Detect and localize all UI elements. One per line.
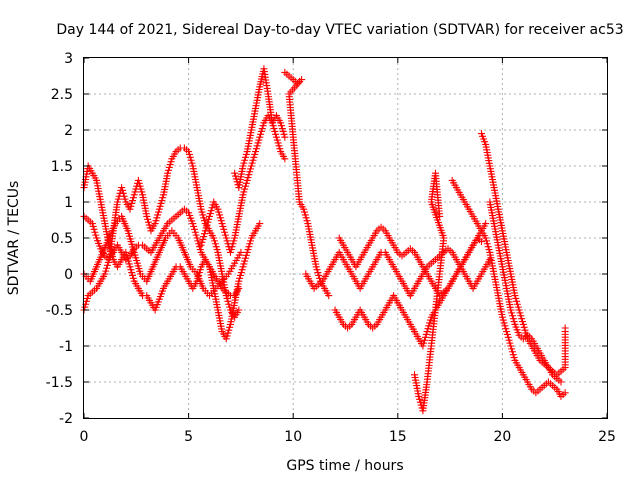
- y-tick-label: 3: [64, 51, 73, 67]
- data-point: [477, 238, 485, 246]
- data-point: [256, 220, 264, 228]
- data-point: [235, 284, 243, 292]
- x-tick-label: 0: [80, 429, 89, 445]
- y-tick-label: -2: [59, 411, 73, 427]
- x-axis-title: GPS time / hours: [286, 458, 403, 474]
- x-tick-label: 10: [284, 429, 302, 445]
- chart-title: Day 144 of 2021, Sidereal Day-to-day VTE…: [56, 22, 623, 38]
- y-tick-label: -1.5: [46, 375, 73, 391]
- plot-frame: [83, 57, 608, 419]
- x-tick-label: 5: [184, 429, 193, 445]
- data-point: [237, 248, 245, 256]
- y-tick-label: 1: [64, 195, 73, 211]
- data-point: [281, 155, 289, 163]
- y-axis-title: SDTVAR / TECUs: [6, 181, 22, 296]
- data-point: [325, 292, 333, 300]
- x-tick-label: 20: [493, 429, 511, 445]
- data-point: [557, 378, 565, 386]
- axis-ticks: 0 5 10 15 20 25 -2 -1.5 -1 -0.5 0 0.5 1 1.5 2 2.5 3: [46, 51, 616, 445]
- x-tick-label: 15: [389, 429, 407, 445]
- data-point: [281, 133, 289, 141]
- y-tick-label: 0.5: [51, 231, 73, 247]
- data-point: [436, 212, 444, 220]
- data-point: [482, 220, 490, 228]
- y-tick-label: 2: [64, 123, 73, 139]
- y-tick-label: -1: [59, 339, 73, 355]
- grid: [84, 58, 607, 418]
- data-point: [561, 389, 569, 397]
- y-tick-label: 1.5: [51, 159, 73, 175]
- y-tick-label: 0: [64, 267, 73, 283]
- data-point: [561, 324, 569, 332]
- x-tick-label: 25: [598, 429, 616, 445]
- y-tick-label: 2.5: [51, 87, 73, 103]
- data-points: [80, 65, 569, 415]
- data-point: [235, 306, 243, 314]
- y-tick-label: -0.5: [46, 303, 73, 319]
